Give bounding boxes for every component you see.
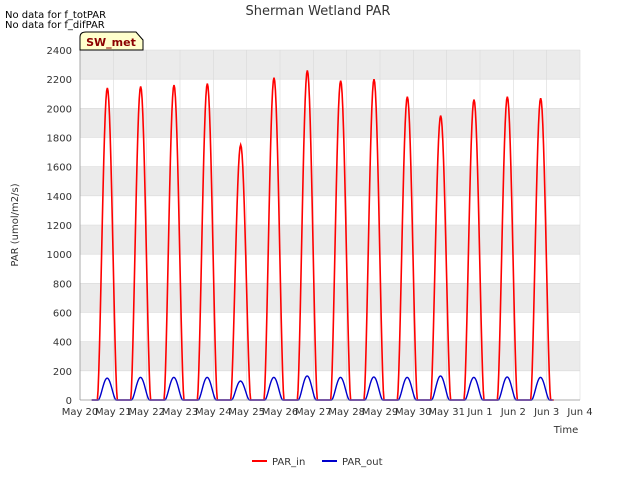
band-7 [80,166,580,196]
x-tick-5: May 25 [228,407,265,418]
y-tick-2200: 2200 [47,75,72,86]
y-tick-1000: 1000 [47,250,72,261]
x-tick-3: May 23 [162,407,199,418]
x-axis-label: Time [553,425,578,436]
sw-met-badge: SW_met [79,31,144,51]
x-tick-15: Jun 4 [566,407,592,418]
x-tick-11: May 31 [428,407,465,418]
x-tick-1: May 21 [95,407,132,418]
band-5 [80,225,580,255]
legend-label-par-in: PAR_in [272,457,305,468]
y-tick-200: 200 [53,367,72,378]
band-3 [80,283,580,313]
x-tick-0: May 20 [62,407,99,418]
band-9 [80,108,580,138]
y-tick-1200: 1200 [47,221,72,232]
y-tick-2400: 2400 [47,46,72,57]
badge-label: SW_met [86,36,136,49]
series-layer [79,50,580,401]
x-tick-8: May 28 [328,407,365,418]
y-tick-labels: 0 200 400 600 800 1000 1200 1400 1600 1800 2000 220… [47,46,72,407]
y-tick-1800: 1800 [47,134,72,145]
x-tick-2: May 22 [128,407,165,418]
y-tick-1400: 1400 [47,192,72,203]
y-axis-label: PAR (umol/m2/s) [10,183,21,266]
y-tick-600: 600 [53,309,72,320]
x-tick-9: May 29 [362,407,399,418]
x-tick-13: Jun 2 [500,407,526,418]
legend: PAR_in PAR_out [252,457,383,468]
x-tick-4: May 24 [195,407,232,418]
y-tick-2000: 2000 [47,104,72,115]
y-tick-1600: 1600 [47,163,72,174]
x-tick-7: May 27 [295,407,332,418]
x-tick-10: May 30 [395,407,432,418]
chart-title: Sherman Wetland PAR [246,4,391,19]
y-tick-800: 800 [53,279,72,290]
y-tick-0: 0 [66,396,72,407]
note-difpar: No data for f_difPAR [5,20,105,31]
legend-label-par-out: PAR_out [342,457,383,468]
band-11 [80,50,580,80]
band-1 [80,341,580,371]
x-tick-12: Jun 1 [466,407,492,418]
y-tick-400: 400 [53,338,72,349]
x-tick-14: Jun 3 [533,407,559,418]
note-totpar: No data for f_totPAR [5,10,106,21]
x-tick-6: May 26 [262,407,299,418]
